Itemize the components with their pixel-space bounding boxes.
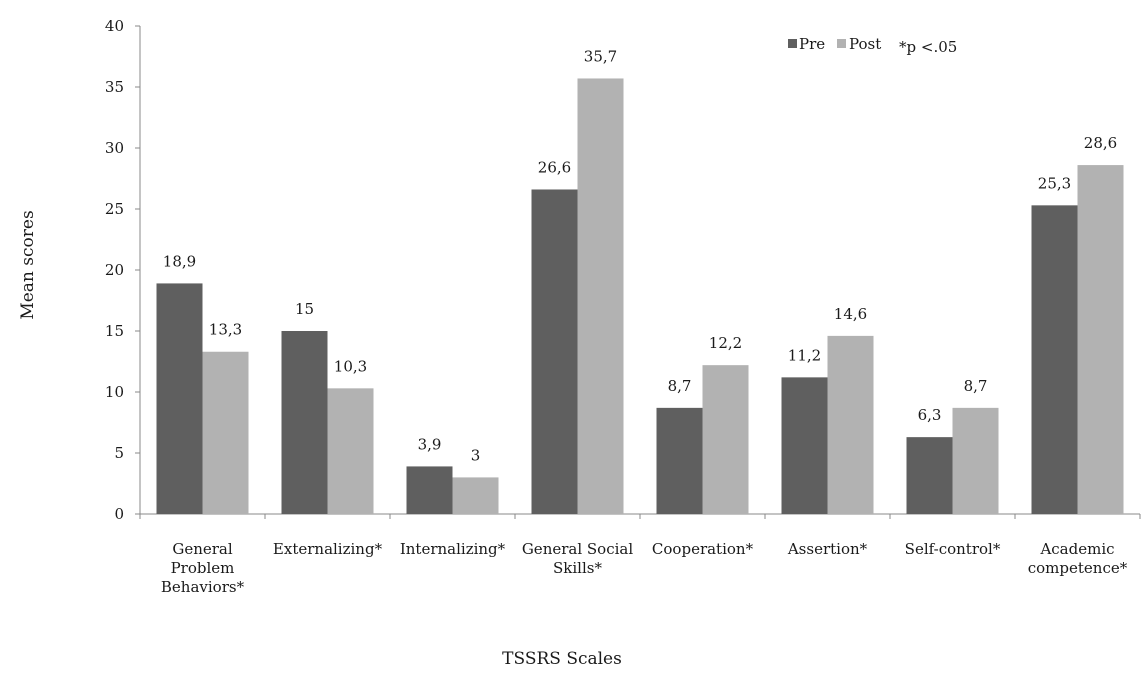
y-tick-label: 30	[105, 139, 124, 157]
y-axis-title: Mean scores	[18, 210, 38, 319]
x-category-label: Assertion*	[787, 540, 868, 558]
significance-note: *p <.05	[899, 38, 957, 56]
data-label: 3,9	[418, 435, 442, 453]
y-tick-label: 15	[105, 322, 124, 340]
legend-swatch-pre	[788, 39, 797, 48]
bar-post	[827, 335, 874, 514]
legend-label-pre: Pre	[799, 35, 825, 53]
legend-swatch-post	[837, 39, 846, 48]
y-tick-label: 0	[114, 505, 124, 523]
data-label: 15	[295, 300, 314, 318]
data-label: 8,7	[964, 377, 988, 395]
data-label: 12,2	[709, 334, 742, 352]
y-tick-label: 5	[114, 444, 124, 462]
data-label: 35,7	[584, 47, 617, 65]
data-label: 26,6	[538, 158, 571, 176]
bar-pre	[531, 189, 578, 515]
bar-post	[952, 407, 999, 514]
y-tick-label: 40	[105, 17, 124, 35]
bar-pre	[656, 407, 703, 514]
bar-pre	[281, 331, 328, 514]
data-label: 11,2	[788, 346, 821, 364]
data-label: 14,6	[834, 305, 867, 323]
y-tick-label: 20	[105, 261, 124, 279]
data-label: 18,9	[163, 252, 196, 270]
bars	[156, 78, 1124, 515]
bar-pre	[406, 466, 453, 514]
data-label: 28,6	[1084, 134, 1117, 152]
y-tick-label: 25	[105, 200, 124, 218]
data-label: 25,3	[1038, 174, 1071, 192]
data-label: 13,3	[209, 321, 242, 339]
y-tick-label: 10	[105, 383, 124, 401]
bar-post	[452, 477, 499, 514]
bar-post	[702, 365, 749, 514]
data-label: 8,7	[668, 377, 692, 395]
bar-post	[1077, 165, 1124, 514]
x-axis-title: TSSRS Scales	[502, 649, 622, 668]
x-category-label: Internalizing*	[400, 540, 506, 558]
bar-pre	[906, 437, 953, 514]
x-axis: General Problem Behaviors* Externalizing* In…	[139, 513, 1141, 596]
data-label: 6,3	[918, 406, 942, 424]
data-label: 3	[471, 446, 481, 464]
data-label: 10,3	[334, 357, 367, 375]
data-labels: 18,9 15 3,9 26,6 8,7 11,2 6,3 25,3 13,3 10,3 3 35,7…	[163, 47, 1117, 464]
legend-label-post: Post	[849, 35, 881, 53]
bar-pre	[1031, 205, 1078, 514]
x-category-label: Self-control*	[905, 540, 1001, 558]
y-tick-label: 35	[105, 78, 124, 96]
y-axis: 0 5 10 15 20 25 30 35 40	[105, 17, 141, 523]
bar-post	[327, 388, 374, 514]
x-category-label: Cooperation*	[652, 540, 754, 558]
bar-post	[577, 78, 624, 515]
x-category-label: Academic competence*	[1028, 540, 1128, 577]
legend: Pre Post *p <.05	[788, 35, 957, 56]
bar-post	[202, 351, 249, 514]
bar-pre	[156, 283, 203, 514]
x-category-label: General Problem Behaviors*	[161, 540, 245, 596]
bar-pre	[781, 377, 828, 514]
x-category-label: General Social Skills*	[522, 540, 634, 577]
x-category-label: Externalizing*	[273, 540, 383, 558]
